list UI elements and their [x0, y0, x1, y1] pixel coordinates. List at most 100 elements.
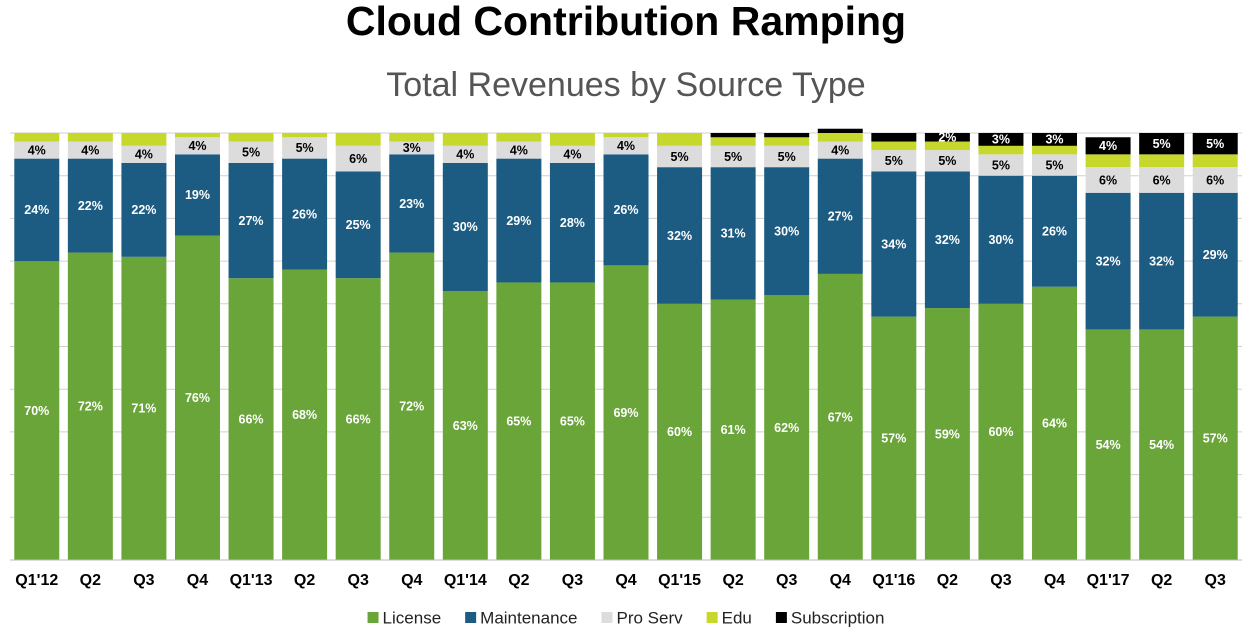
- bar-segment: [442, 145, 488, 163]
- bar-segment: [1032, 175, 1078, 287]
- bar-segment: [14, 141, 60, 159]
- value-label: 30%: [453, 220, 478, 234]
- bar-segment: [710, 167, 756, 300]
- bar-segment: [335, 278, 381, 560]
- legend-swatch: [775, 612, 787, 623]
- x-tick-label: Q3: [348, 572, 369, 589]
- bar-segment: [1032, 154, 1078, 176]
- bar-segment: [549, 162, 595, 283]
- value-label: 2%: [938, 131, 956, 145]
- value-label: 62%: [774, 421, 799, 435]
- x-tick-label: Q2: [1151, 572, 1172, 589]
- legend-label: License: [383, 608, 442, 627]
- bar-segment: [764, 133, 810, 138]
- legend-label: Maintenance: [480, 608, 577, 627]
- value-label: 68%: [292, 408, 317, 422]
- bar-segment: [14, 261, 60, 560]
- value-label: 5%: [296, 141, 314, 155]
- bar-segment: [496, 158, 542, 283]
- bar-segment: [174, 235, 220, 561]
- bar-segment: [389, 141, 435, 155]
- x-tick-label: Q3: [990, 572, 1011, 589]
- x-tick-label: Q4: [615, 572, 636, 589]
- value-label: 4%: [456, 148, 474, 162]
- legend-swatch: [465, 612, 477, 623]
- bar-segment: [1139, 133, 1185, 155]
- bar-segment: [924, 133, 970, 142]
- bar-segment: [817, 128, 863, 133]
- bar-segment: [228, 141, 274, 163]
- value-label: 4%: [1099, 139, 1117, 153]
- x-tick-label: Q4: [830, 572, 851, 589]
- bar-segment: [978, 145, 1024, 155]
- value-label: 54%: [1149, 438, 1174, 452]
- bar-segment: [389, 154, 435, 253]
- bar-segment: [924, 171, 970, 309]
- value-label: 72%: [399, 400, 424, 414]
- bar-segment: [978, 133, 1024, 146]
- value-label: 5%: [938, 154, 956, 168]
- bar-segment: [335, 171, 381, 279]
- bar-segment: [764, 137, 810, 146]
- legend-label: Pro Serv: [617, 608, 684, 627]
- value-label: 28%: [560, 216, 585, 230]
- bar-segment: [174, 154, 220, 236]
- value-label: 5%: [1206, 137, 1224, 151]
- x-tick-label: Q2: [937, 572, 958, 589]
- bar-segment: [603, 265, 649, 560]
- value-label: 3%: [992, 133, 1010, 147]
- legend-label: Edu: [722, 608, 752, 627]
- value-label: 6%: [349, 152, 367, 166]
- value-label: 30%: [774, 225, 799, 239]
- value-label: 57%: [1203, 432, 1228, 446]
- value-label: 4%: [563, 148, 581, 162]
- bar-segment: [228, 162, 274, 279]
- legend-swatch: [367, 612, 379, 623]
- legend-swatch: [601, 612, 613, 623]
- bar-segment: [282, 137, 328, 159]
- x-tick-label: Q4: [187, 572, 208, 589]
- bar-segment: [174, 137, 220, 155]
- x-tick-label: Q3: [562, 572, 583, 589]
- bar-segment: [657, 145, 703, 168]
- value-label: 29%: [1203, 248, 1228, 262]
- bar-segment: [121, 145, 167, 163]
- value-label: 32%: [1096, 254, 1121, 268]
- x-tick-label: Q2: [294, 572, 315, 589]
- value-label: 22%: [131, 203, 156, 217]
- bar-segment: [14, 158, 60, 262]
- bar-segment: [924, 150, 970, 172]
- value-label: 32%: [1149, 254, 1174, 268]
- value-label: 4%: [135, 148, 153, 162]
- chart-subtitle: Total Revenues by Source Type: [386, 66, 865, 104]
- bar-segment: [282, 269, 328, 560]
- x-tick-label: Q1'13: [230, 572, 273, 589]
- value-label: 29%: [506, 214, 531, 228]
- value-label: 3%: [403, 141, 421, 155]
- x-tick-label: Q1'12: [15, 572, 58, 589]
- bar-segment: [496, 133, 542, 142]
- value-label: 5%: [1153, 137, 1171, 151]
- value-label: 30%: [988, 233, 1013, 247]
- value-label: 5%: [992, 158, 1010, 172]
- bar-segment: [764, 167, 810, 296]
- bar-segment: [978, 303, 1024, 560]
- bar-segment: [67, 158, 113, 253]
- bar-segment: [1139, 192, 1185, 330]
- bar-segment: [657, 133, 703, 146]
- bar-segment: [924, 141, 970, 151]
- value-label: 4%: [510, 143, 528, 157]
- x-tick-label: Q1'14: [444, 572, 487, 589]
- x-tick-label: Q3: [776, 572, 797, 589]
- bar-segment: [1192, 316, 1238, 560]
- value-label: 24%: [24, 203, 49, 217]
- value-label: 26%: [292, 207, 317, 221]
- value-label: 6%: [1153, 173, 1171, 187]
- bar-segment: [871, 141, 917, 151]
- x-tick-label: Q3: [133, 572, 154, 589]
- x-tick-label: Q1'17: [1087, 572, 1130, 589]
- value-label: 26%: [1042, 225, 1067, 239]
- bar-segment: [871, 133, 917, 142]
- value-label: 32%: [935, 233, 960, 247]
- bar-segment: [603, 133, 649, 138]
